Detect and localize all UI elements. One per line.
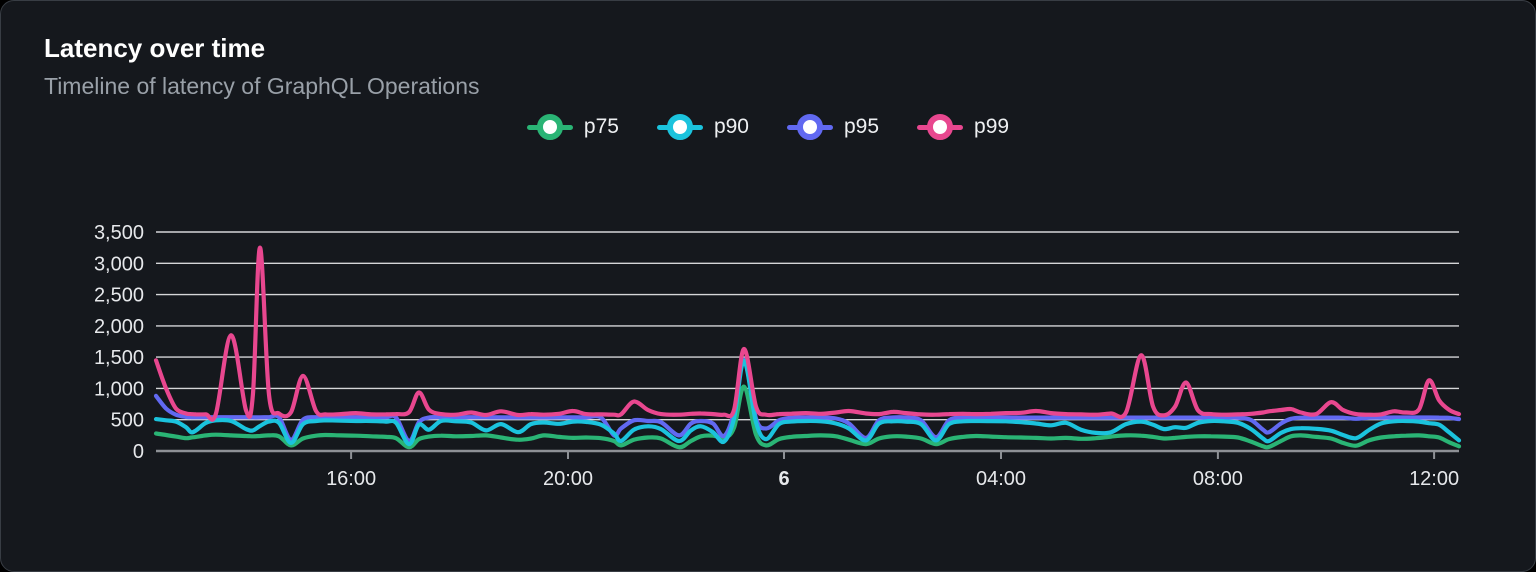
series-line-p95	[153, 357, 1462, 444]
y-tick-label: 1,000	[94, 378, 144, 400]
legend-label: p90	[713, 115, 749, 139]
legend-item-p75[interactable]: p75	[526, 114, 619, 141]
legend-label: p95	[844, 115, 880, 139]
legend-series-marker-icon	[917, 114, 964, 141]
chart-header: Latency over time Timeline of latency of…	[1, 1, 1535, 100]
legend-series-marker-icon	[787, 114, 833, 141]
x-tick-label: 12:00	[1409, 468, 1459, 490]
series-line-p75	[153, 384, 1462, 450]
legend-series-marker-icon	[656, 114, 703, 141]
x-tick-label: 04:00	[976, 468, 1026, 490]
y-tick-label: 1,500	[94, 347, 144, 369]
legend-item-p90[interactable]: p90	[656, 114, 749, 141]
legend-series-marker-icon	[526, 114, 573, 141]
y-tick-label: 3,000	[94, 253, 144, 275]
chart-subtitle: Timeline of latency of GraphQL Operation…	[44, 72, 480, 99]
x-tick-label: 16:00	[326, 468, 376, 490]
series-line-p99	[153, 245, 1462, 422]
y-tick-label: 2,500	[94, 285, 144, 307]
y-tick-label: 2,000	[94, 316, 144, 338]
y-tick-label: 0	[133, 441, 144, 463]
legend-label: p75	[583, 115, 619, 139]
legend-label: p99	[974, 115, 1010, 139]
y-tick-label: 500	[111, 410, 144, 432]
chart-title: Latency over time	[44, 33, 266, 63]
legend-item-p99[interactable]: p99	[917, 114, 1010, 141]
y-tick-label: 3,500	[94, 222, 144, 244]
x-tick-label: 6	[778, 468, 789, 490]
legend-item-p95[interactable]: p95	[787, 114, 880, 141]
x-tick-label: 20:00	[543, 468, 593, 490]
series-line-p90	[153, 358, 1462, 447]
chart-legend: p75 p90 p95 p99	[1, 114, 1535, 141]
x-tick-label: 08:00	[1193, 468, 1243, 490]
